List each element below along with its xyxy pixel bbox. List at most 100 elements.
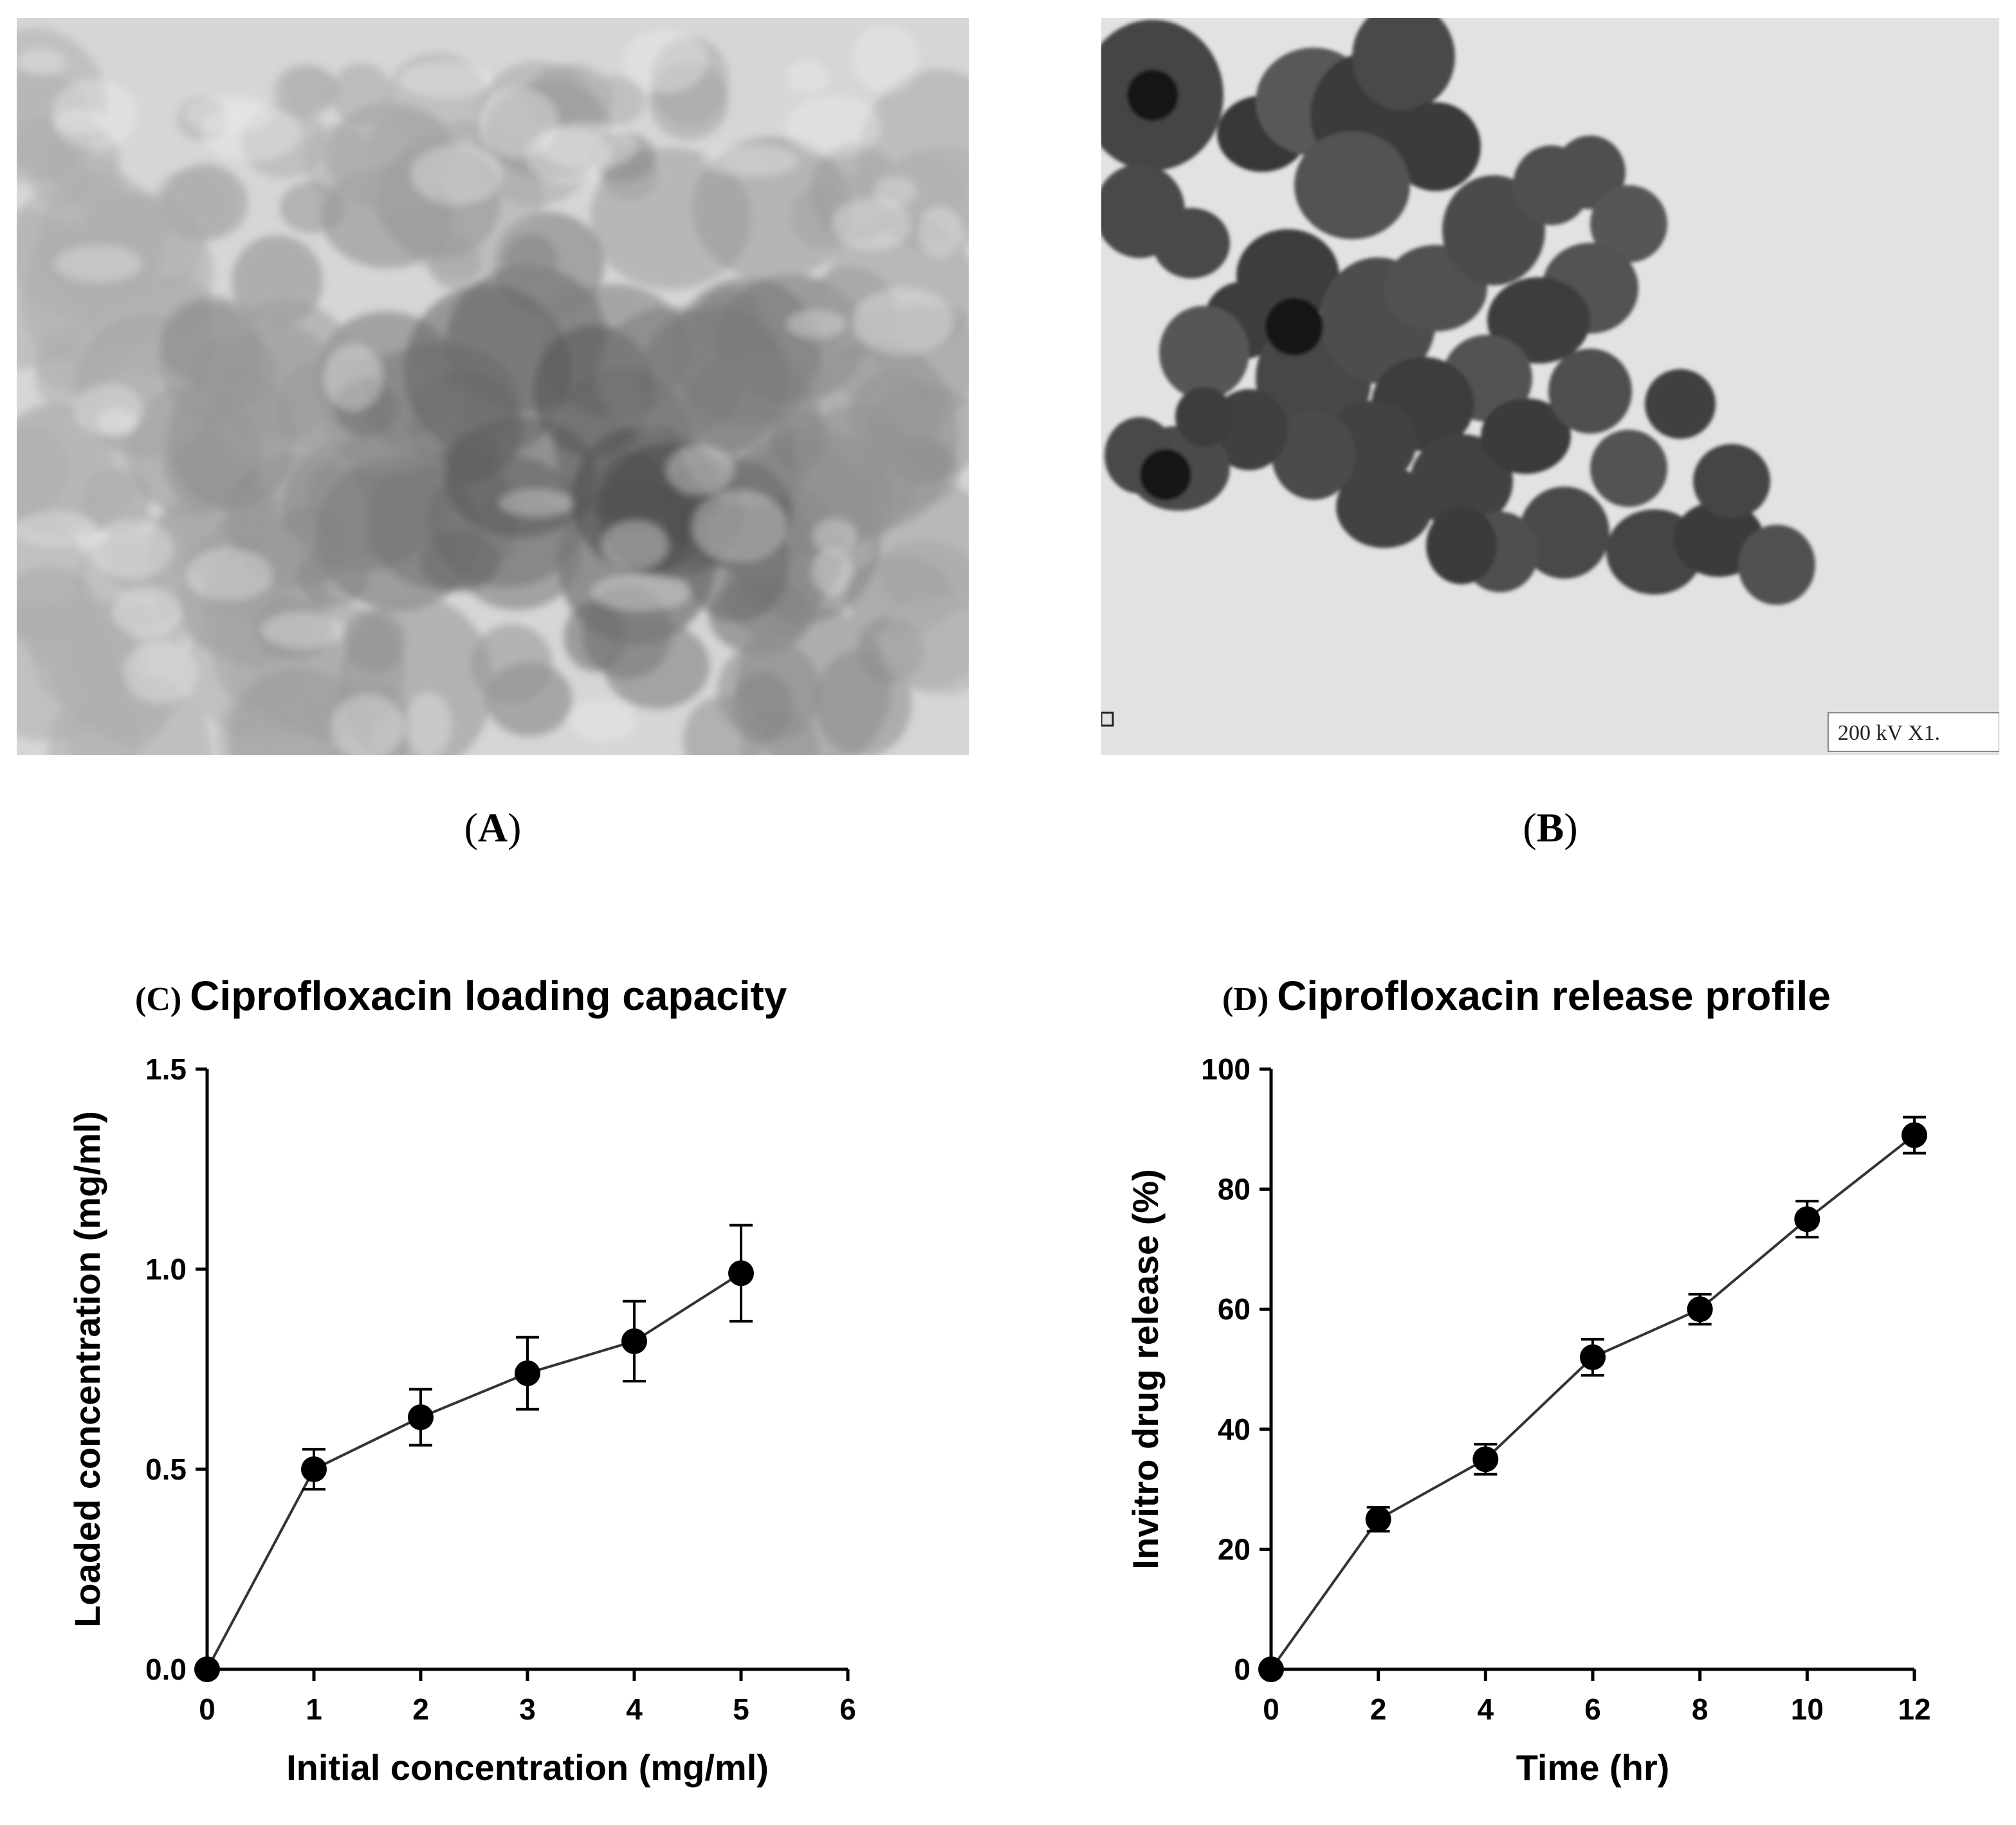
chart-release-profile: (D) Ciprofloxacin release profile 0 2 4 6 8 10…: [1029, 952, 2016, 1825]
tem-highlight: [477, 87, 559, 158]
x-tick-label: 12: [1898, 1692, 1930, 1726]
tem-dark-particle: [1265, 298, 1323, 356]
tem-dark-particle: [1140, 449, 1191, 500]
tem-particle: [1693, 444, 1770, 518]
tem-particle: [544, 286, 601, 331]
tem-particle: [603, 622, 710, 710]
data-point: [1472, 1446, 1499, 1472]
tem-particle: [39, 173, 167, 306]
x-axis-label: Time (hr): [1516, 1747, 1670, 1788]
x-tick-label: 4: [1478, 1692, 1494, 1726]
tem-particle: [279, 181, 345, 234]
tem-highlight: [55, 245, 142, 282]
tem-highlight: [183, 95, 274, 133]
y-tick-label: 0.0: [145, 1653, 187, 1686]
tem-particle: [1153, 208, 1230, 279]
tem-particle: [1519, 486, 1609, 579]
tem-highlight: [51, 78, 138, 151]
tem-image-a-graphic: [17, 18, 969, 755]
tem-particle: [1294, 131, 1410, 240]
series-line: [206, 1272, 742, 1670]
tem-dark-particle: [1127, 69, 1178, 121]
data-point: [1258, 1656, 1284, 1682]
data-point: [194, 1656, 220, 1682]
data-point: [515, 1360, 540, 1386]
tem-highlight: [852, 288, 954, 356]
tem-particle: [1352, 18, 1455, 111]
tem-highlight: [324, 344, 383, 411]
x-tick-label: 2: [412, 1692, 429, 1726]
x-tick-label: 6: [1584, 1692, 1601, 1726]
tem-highlight: [112, 587, 182, 637]
tem-particle: [404, 284, 571, 457]
tem-particle: [1645, 369, 1716, 439]
tem-particle: [1590, 185, 1667, 263]
tem-highlight: [702, 145, 798, 176]
tem-highlight: [666, 445, 734, 495]
chart-title: (D) Ciprofloxacin release profile: [1222, 973, 1831, 1019]
tem-highlight: [917, 206, 962, 257]
tem-caption: 200 kV X1.: [1838, 721, 1940, 745]
tem-highlight: [410, 145, 503, 205]
tem-particle: [1481, 398, 1571, 474]
x-tick-label: 2: [1370, 1692, 1387, 1726]
x-tick-label: 4: [626, 1692, 643, 1726]
panel-label-b: (B): [1523, 805, 1578, 850]
tem-highlight: [331, 694, 405, 755]
panel-label-a: (A): [464, 805, 522, 850]
tem-particle: [1487, 277, 1590, 364]
y-tick-label: 80: [1218, 1173, 1251, 1206]
tem-particle: [66, 699, 143, 755]
tem-highlight: [399, 62, 493, 98]
y-tick-label: 1.5: [145, 1052, 187, 1086]
tem-particle: [206, 299, 364, 478]
tem-particle: [297, 546, 369, 607]
tem-highlight: [692, 490, 787, 563]
tem-highlight: [569, 699, 636, 742]
tem-particle: [502, 234, 558, 288]
tem-highlight: [261, 612, 344, 648]
x-tick-label: 10: [1791, 1692, 1824, 1726]
tem-highlight: [18, 49, 66, 75]
y-tick-label: 0: [1234, 1653, 1251, 1686]
tem-highlight: [538, 122, 637, 170]
tem-highlight: [812, 547, 852, 595]
tem-particle: [793, 341, 958, 530]
x-tick-label: 1: [306, 1692, 322, 1726]
data-point: [1365, 1506, 1391, 1532]
tem-highlight: [786, 59, 829, 94]
tem-particle: [880, 595, 969, 695]
x-tick-label: 3: [519, 1692, 536, 1726]
data-point: [1901, 1122, 1927, 1148]
chart-title-text: Ciprofloxacin release profile: [1277, 973, 1831, 1019]
x-axis-label: Initial concentration (mg/ml): [286, 1747, 769, 1788]
data-point: [1580, 1344, 1606, 1370]
data-point: [1687, 1296, 1713, 1323]
tem-highlight: [852, 24, 919, 93]
chart-release-profile-svg: (D) Ciprofloxacin release profile 0 2 4 6 8 10…: [1125, 973, 1931, 1788]
tem-highlight: [812, 518, 857, 555]
tem-particle: [1391, 102, 1481, 192]
y-tick-label: 60: [1218, 1292, 1251, 1326]
y-tick-label: 100: [1201, 1052, 1251, 1086]
x-tick-label: 0: [1263, 1692, 1279, 1726]
data-point: [621, 1328, 647, 1354]
tem-highlight: [592, 574, 690, 610]
tem-particle: [420, 529, 500, 592]
tem-highlight: [89, 519, 174, 579]
x-tick-label: 0: [199, 1692, 215, 1726]
tem-particle: [1410, 434, 1513, 529]
tem-particle: [1336, 466, 1433, 548]
y-axis-label: Invitro drug release (%): [1125, 1169, 1166, 1569]
tem-particle: [273, 64, 336, 118]
chart-title-text: Ciprofloxacin loading capacity: [190, 973, 787, 1019]
tem-particle: [22, 601, 109, 672]
y-tick-label: 1.0: [145, 1252, 187, 1286]
tem-particle: [1555, 135, 1626, 210]
tem-particle: [1738, 524, 1815, 605]
y-tick-label: 40: [1218, 1413, 1251, 1446]
y-axis-label: Loaded concentration (mg/ml): [67, 1111, 107, 1628]
tem-highlight: [786, 310, 846, 338]
x-tick-label: 8: [1692, 1692, 1709, 1726]
tem-particle: [1590, 429, 1667, 508]
